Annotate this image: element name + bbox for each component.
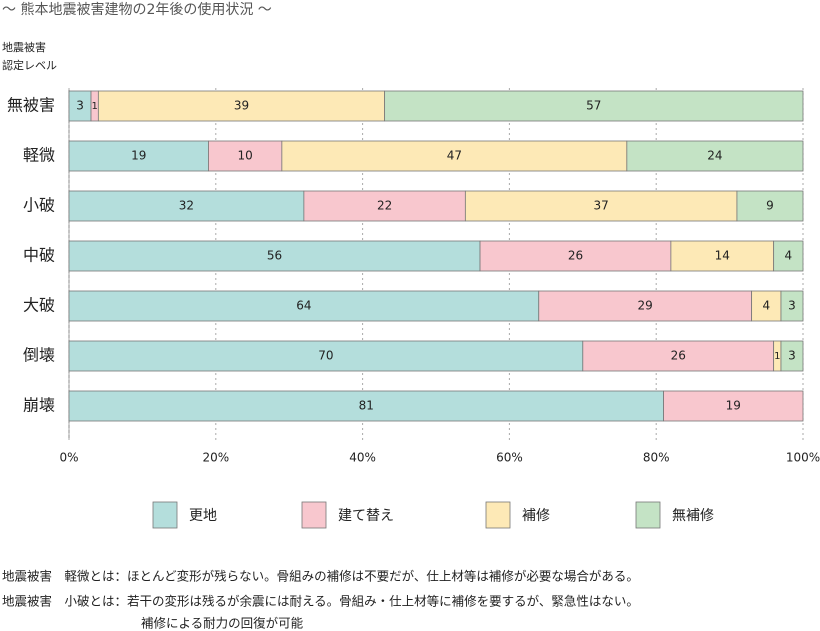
data-label: 3 [76, 99, 84, 113]
bar-segment [68, 240, 481, 272]
x-tick-label: 60% [496, 451, 523, 465]
y-tick-label: 崩壊 [23, 396, 55, 415]
data-label: 56 [267, 249, 282, 263]
legend-swatch [635, 501, 661, 529]
data-label: 4 [784, 249, 792, 263]
data-label: 1 [774, 351, 780, 362]
y-tick-label: 大破 [23, 296, 55, 315]
data-label: 47 [447, 149, 462, 163]
bar-segment [538, 290, 753, 322]
data-label: 10 [238, 149, 253, 163]
bar-segment [208, 140, 283, 172]
y-tick-label: 倒壊 [23, 346, 55, 365]
bar-segment [582, 340, 775, 372]
x-tick-label: 100% [786, 451, 820, 465]
bar-segment [68, 290, 540, 322]
data-label: 26 [568, 249, 583, 263]
data-label: 26 [671, 349, 686, 363]
footnote: 地震被害 小破とは：若干の変形は残るが余震には耐える。骨組み・仕上材等に補修を要… [2, 594, 639, 609]
bar-segment [670, 240, 775, 272]
bar-segment [384, 90, 804, 122]
y-tick-label: 小破 [23, 196, 55, 215]
bar-segment [736, 190, 804, 222]
data-label: 19 [726, 399, 741, 413]
bar-segment [281, 140, 628, 172]
x-tick-label: 0% [59, 451, 78, 465]
data-label: 9 [766, 199, 774, 213]
footnote: 地震被害 軽微とは：ほとんど変形が残らない。骨組みの補修は不要だが、仕上材等は補… [2, 569, 639, 584]
bar-segment [626, 140, 804, 172]
x-tick-label: 80% [643, 451, 670, 465]
legend-label: 無補修 [672, 508, 714, 524]
data-label: 4 [762, 299, 770, 313]
y-axis-label: 認定レベル [2, 58, 57, 72]
data-label: 29 [638, 299, 653, 313]
bar-segment [773, 240, 804, 272]
data-label: 81 [359, 399, 374, 413]
bar-segment [780, 340, 804, 372]
y-tick-label: 中破 [23, 246, 55, 265]
data-label: 22 [377, 199, 392, 213]
data-label: 1 [92, 101, 98, 112]
data-label: 3 [788, 349, 796, 363]
data-label: 57 [586, 99, 601, 113]
bar-segment [68, 190, 305, 222]
y-axis-label: 地震被害 [2, 40, 46, 54]
bar-segment [479, 240, 672, 272]
bar-segment [303, 190, 466, 222]
data-label: 37 [594, 199, 609, 213]
legend-swatch [485, 501, 511, 529]
chart-title: ～ 熊本地震被害建物の2年後の使用状況 ～ [2, 1, 272, 18]
legend-label: 補修 [522, 508, 550, 524]
legend-label: 建て替え [338, 508, 394, 524]
data-label: 64 [296, 299, 311, 313]
bar-segment [663, 390, 804, 422]
legend-label: 更地 [189, 508, 217, 524]
data-label: 32 [179, 199, 194, 213]
data-label: 39 [234, 99, 249, 113]
legend-swatch [152, 501, 178, 529]
x-tick-label: 40% [349, 451, 376, 465]
y-tick-label: 無被害 [7, 96, 55, 115]
bar-segment [68, 390, 664, 422]
bar-segment [751, 290, 782, 322]
bar-segment [780, 290, 804, 322]
legend-swatch [301, 501, 327, 529]
y-tick-label: 軽微 [23, 146, 55, 165]
footnote: 補修による耐力の回復が可能 [141, 616, 304, 631]
data-label: 70 [318, 349, 333, 363]
data-label: 3 [788, 299, 796, 313]
x-tick-label: 20% [202, 451, 229, 465]
data-label: 14 [715, 249, 730, 263]
bar-segment [68, 340, 584, 372]
data-label: 19 [131, 149, 146, 163]
bar-segment [68, 140, 209, 172]
data-label: 24 [707, 149, 722, 163]
